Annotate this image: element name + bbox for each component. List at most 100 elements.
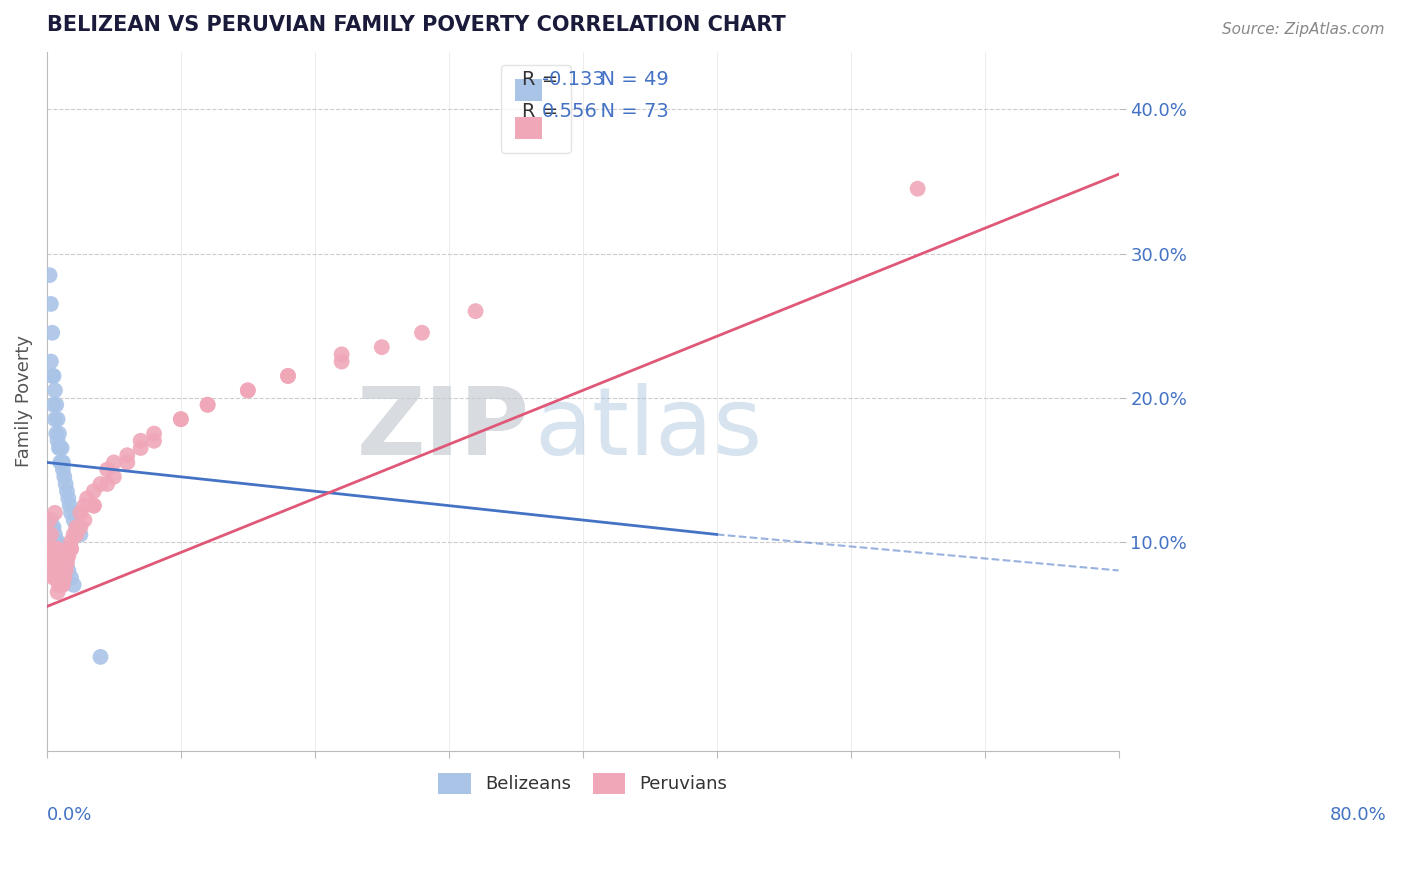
Point: [41, 368, 63, 383]
Point: [65, 520, 87, 534]
Point: [41, 556, 63, 570]
Point: [44, 564, 66, 578]
Point: [371, 340, 394, 354]
Point: [55, 477, 77, 491]
Point: [277, 368, 299, 383]
Point: [907, 182, 929, 196]
Point: [44, 564, 66, 578]
Point: [58, 549, 80, 563]
Point: [38, 513, 60, 527]
Point: [129, 434, 152, 448]
Point: [39, 297, 62, 311]
Point: [62, 527, 84, 541]
Point: [45, 398, 67, 412]
Point: [103, 470, 125, 484]
Point: [76, 491, 98, 506]
Point: [45, 556, 67, 570]
Text: N = 49: N = 49: [588, 70, 669, 89]
Point: [83, 499, 105, 513]
Point: [41, 556, 63, 570]
Point: [44, 571, 66, 585]
Point: [62, 513, 84, 527]
Point: [52, 578, 75, 592]
Point: [39, 513, 62, 527]
Point: [117, 448, 139, 462]
Point: [42, 368, 65, 383]
Point: [59, 534, 82, 549]
Point: [52, 462, 75, 476]
Point: [46, 556, 69, 570]
Point: [48, 541, 70, 556]
Point: [117, 455, 139, 469]
Point: [41, 326, 63, 340]
Text: 80.0%: 80.0%: [1330, 806, 1386, 824]
Point: [48, 578, 70, 592]
Point: [236, 384, 259, 398]
Point: [49, 541, 72, 556]
Point: [39, 527, 62, 541]
Point: [69, 520, 91, 534]
Point: [44, 541, 66, 556]
Point: [59, 541, 82, 556]
Point: [55, 556, 77, 570]
Point: [143, 426, 166, 441]
Point: [59, 499, 82, 513]
Point: [56, 549, 79, 563]
Point: [44, 384, 66, 398]
Point: [52, 549, 75, 563]
Point: [62, 578, 84, 592]
Point: [56, 484, 79, 499]
Point: [42, 520, 65, 534]
Point: [197, 398, 219, 412]
Point: [42, 556, 65, 570]
Point: [330, 347, 353, 361]
Point: [53, 571, 76, 585]
Point: [49, 578, 72, 592]
Point: [129, 441, 152, 455]
Point: [103, 455, 125, 469]
Point: [42, 571, 65, 585]
Point: [51, 441, 73, 455]
Point: [44, 527, 66, 541]
Point: [56, 556, 79, 570]
Text: N = 73: N = 73: [588, 102, 669, 120]
Point: [83, 499, 105, 513]
Point: [59, 541, 82, 556]
Point: [59, 571, 82, 585]
Point: [59, 506, 82, 520]
Point: [73, 513, 96, 527]
Point: [48, 564, 70, 578]
Point: [39, 549, 62, 563]
Point: [41, 541, 63, 556]
Point: [52, 549, 75, 563]
Point: [73, 499, 96, 513]
Point: [44, 506, 66, 520]
Point: [45, 534, 67, 549]
Text: -0.133: -0.133: [543, 70, 605, 89]
Point: [464, 304, 486, 318]
Point: [411, 326, 433, 340]
Point: [330, 354, 353, 368]
Point: [49, 564, 72, 578]
Point: [51, 455, 73, 469]
Text: R =: R =: [522, 70, 564, 89]
Point: [83, 484, 105, 499]
Point: [89, 649, 111, 664]
Point: [48, 426, 70, 441]
Point: [197, 398, 219, 412]
Point: [170, 412, 193, 426]
Point: [51, 571, 73, 585]
Point: [38, 268, 60, 282]
Point: [46, 534, 69, 549]
Point: [44, 412, 66, 426]
Point: [46, 585, 69, 599]
Point: [58, 491, 80, 506]
Text: ZIP: ZIP: [356, 384, 529, 475]
Point: [49, 455, 72, 469]
Point: [52, 556, 75, 570]
Point: [55, 564, 77, 578]
Text: R =: R =: [522, 102, 564, 120]
Text: atlas: atlas: [534, 384, 763, 475]
Point: [45, 426, 67, 441]
Point: [49, 549, 72, 563]
